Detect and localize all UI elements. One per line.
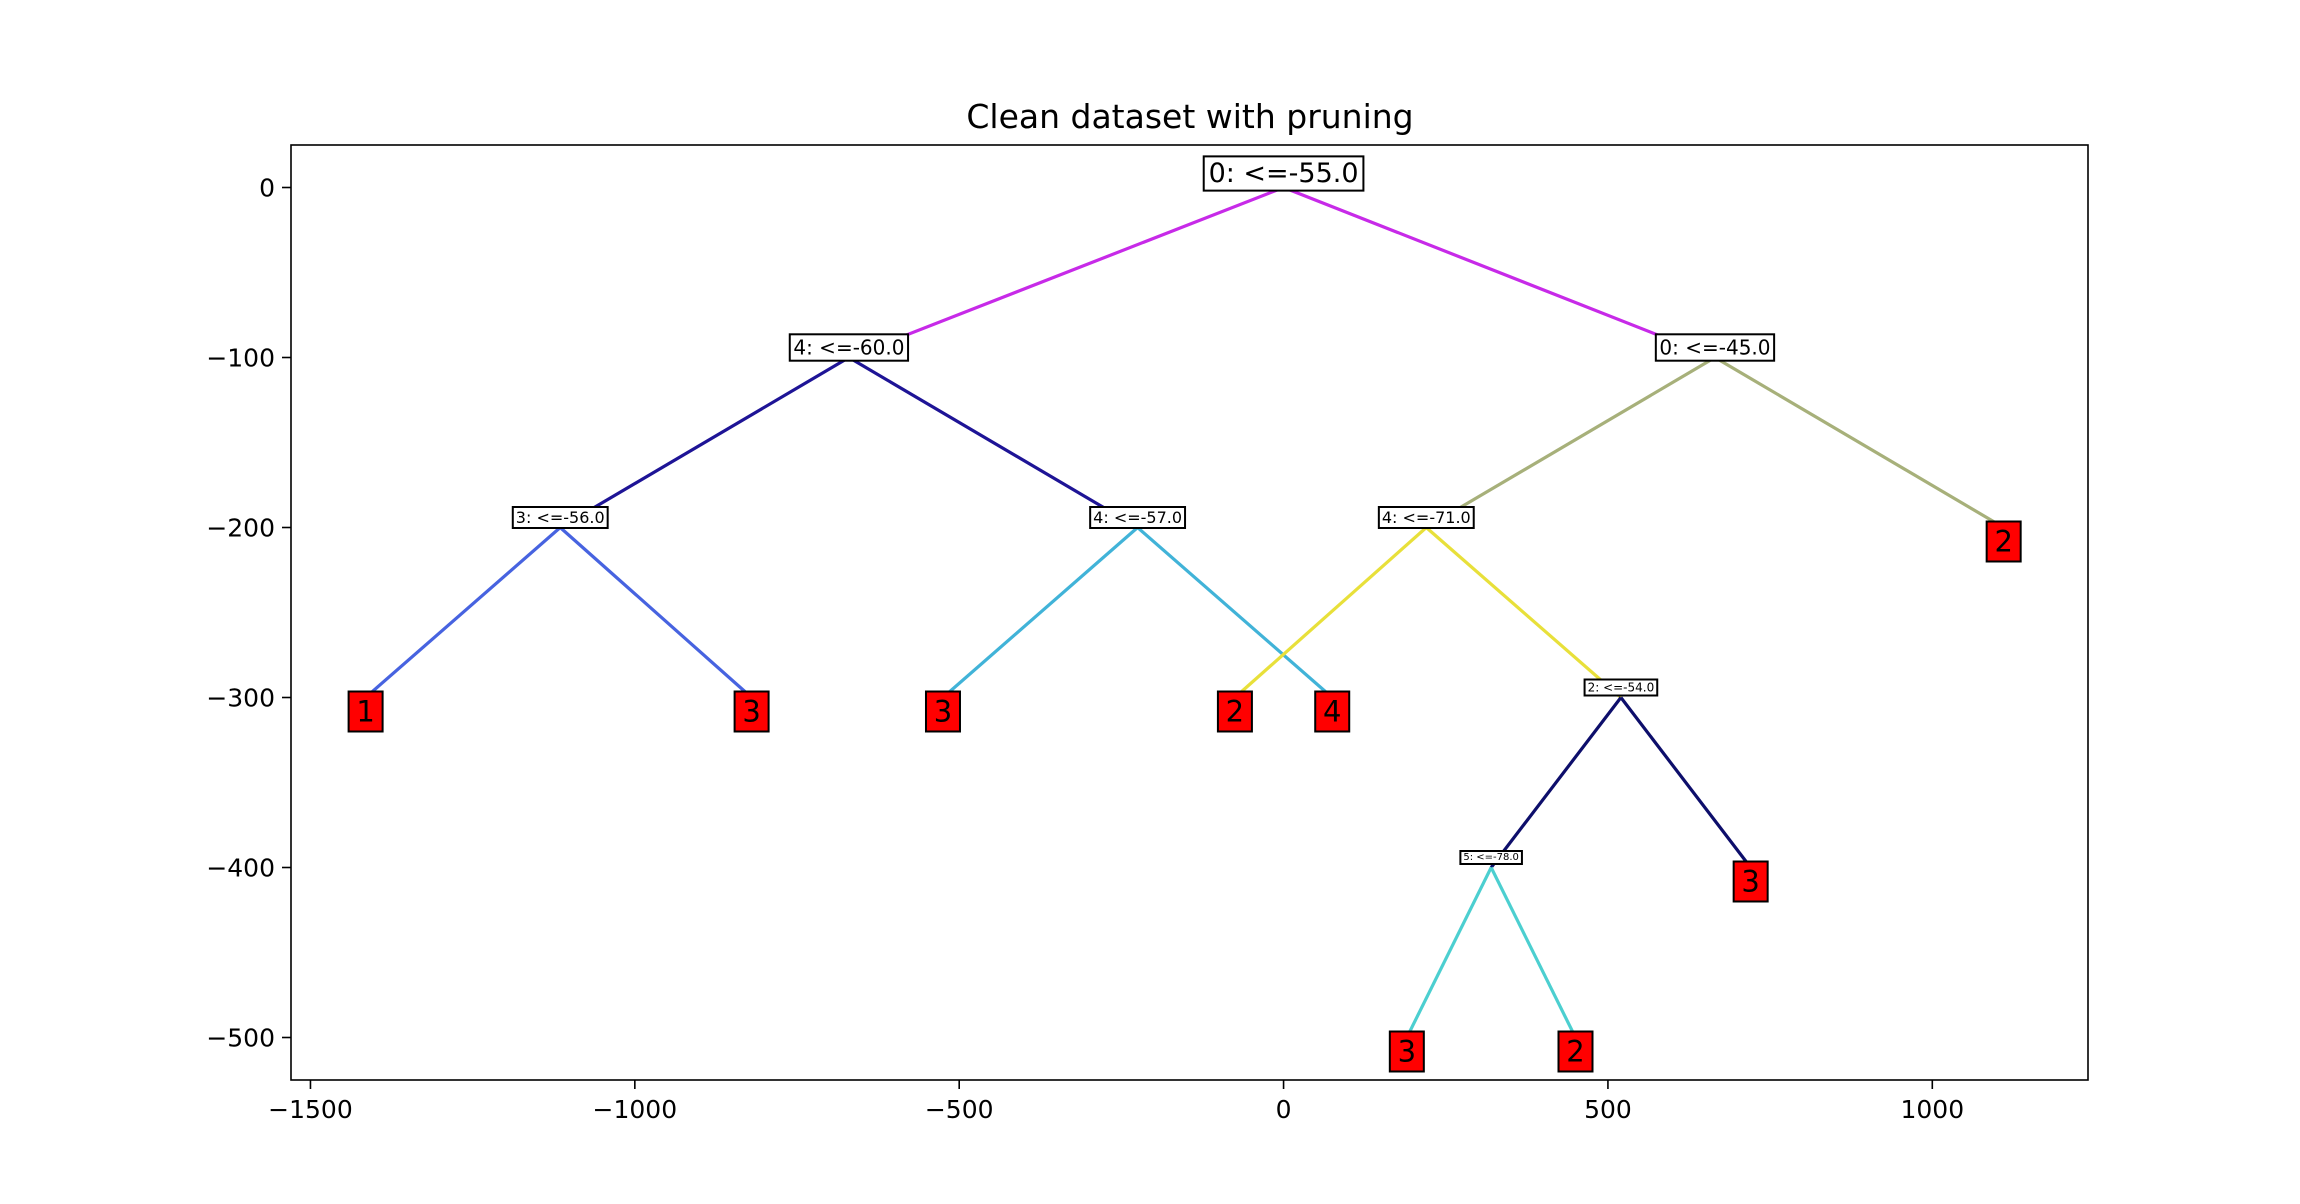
leaf-label: 3 xyxy=(1741,865,1759,899)
decision-node: 3: <=-56.0 xyxy=(511,506,609,529)
leaf-label: 2 xyxy=(1226,695,1244,729)
leaf-box xyxy=(347,690,384,733)
node-box xyxy=(511,506,609,529)
node-box xyxy=(1202,155,1365,192)
x-tick-label: −500 xyxy=(925,1095,994,1124)
leaf-label: 2 xyxy=(1566,1035,1584,1069)
leaf-node: 1 xyxy=(347,690,384,733)
leaf-node: 4 xyxy=(1314,690,1351,733)
node-label: 3: <=-56.0 xyxy=(516,508,605,527)
leaf-label: 4 xyxy=(1323,695,1341,729)
leaf-node: 2 xyxy=(1557,1030,1594,1073)
tree-edge xyxy=(848,356,1139,529)
node-label: 5: <=-78.0 xyxy=(1463,852,1519,863)
leaf-node: 2 xyxy=(1216,690,1253,733)
node-box xyxy=(1377,506,1475,529)
leaf-label: 3 xyxy=(742,695,760,729)
decision-node: 0: <=-45.0 xyxy=(1654,333,1776,362)
axes: −1500 −1000 −500 0 500 1000 0 −100 −200 −300 −400 −… xyxy=(206,174,1964,1125)
leaf-box xyxy=(1216,690,1253,733)
leaf-node: 2 xyxy=(1985,520,2022,563)
y-tick-label: 0 xyxy=(259,174,275,203)
leaf-label: 3 xyxy=(934,695,952,729)
tree-edge xyxy=(1714,356,2005,529)
node-box xyxy=(788,333,910,362)
tree-edge xyxy=(1425,526,1622,699)
leaf-node: 3 xyxy=(1388,1030,1425,1073)
leaf-label: 3 xyxy=(1398,1035,1416,1069)
decision-node: 4: <=-60.0 xyxy=(788,333,910,362)
x-tick-label: −1500 xyxy=(268,1095,353,1124)
node-label: 4: <=-71.0 xyxy=(1382,508,1471,527)
leaf-box xyxy=(1314,690,1351,733)
leaf-box xyxy=(1732,860,1769,903)
x-tick-label: −1000 xyxy=(593,1095,678,1124)
y-tick-label: −200 xyxy=(206,514,275,543)
leaf-box xyxy=(1985,520,2022,563)
decision-node: 0: <=-55.0 xyxy=(1202,155,1365,192)
leaf-box xyxy=(1388,1030,1425,1073)
tree-edge xyxy=(1489,866,1577,1039)
x-tick-label: 500 xyxy=(1584,1095,1632,1124)
node-box xyxy=(1459,850,1523,865)
tree-edge xyxy=(1136,526,1334,699)
tree-edge xyxy=(559,356,850,529)
y-tick-label: −100 xyxy=(206,344,275,373)
plot-frame xyxy=(290,144,2089,1081)
tree-edge xyxy=(1405,866,1493,1039)
node-label: 0: <=-45.0 xyxy=(1659,336,1770,360)
x-tick-label: 1000 xyxy=(1900,1095,1964,1124)
leaf-node: 3 xyxy=(1732,860,1769,903)
leaf-box xyxy=(924,690,961,733)
decision-node: 5: <=-78.0 xyxy=(1459,850,1523,865)
y-tick-label: −300 xyxy=(206,684,275,713)
tree-edge xyxy=(364,526,562,699)
tree-edge xyxy=(1425,356,1716,529)
x-tick-label: 0 xyxy=(1276,1095,1292,1124)
leaf-node: 3 xyxy=(733,690,770,733)
tree-edge xyxy=(559,526,753,699)
node-box xyxy=(1654,333,1776,362)
decision-node: 4: <=-57.0 xyxy=(1089,506,1187,529)
leaf-box xyxy=(1557,1030,1594,1073)
node-box xyxy=(1089,506,1187,529)
tree-edges xyxy=(364,186,2005,1039)
leaf-label: 2 xyxy=(1994,525,2012,559)
node-label: 0: <=-55.0 xyxy=(1209,158,1359,189)
node-box xyxy=(1583,678,1659,697)
tree-nodes: 0: <=-55.0 4: <=-60.0 0: <=-45.0 3: <=-56.0… xyxy=(347,155,2022,1073)
node-label: 4: <=-57.0 xyxy=(1093,508,1182,527)
leaf-label: 1 xyxy=(356,695,374,729)
leaf-node: 3 xyxy=(924,690,961,733)
decision-node: 2: <=-54.0 xyxy=(1583,678,1659,697)
decision-node: 4: <=-71.0 xyxy=(1377,506,1475,529)
tree-edge xyxy=(848,186,1285,359)
y-tick-label: −400 xyxy=(206,854,275,883)
tree-edge xyxy=(1233,526,1428,699)
tree-edge xyxy=(941,526,1139,699)
tree-edge xyxy=(1619,696,1752,869)
chart-title: Clean dataset with pruning xyxy=(966,97,1413,136)
tree-edge xyxy=(1489,696,1623,869)
y-tick-label: −500 xyxy=(206,1024,275,1053)
tree-edge xyxy=(1282,186,1716,359)
node-label: 4: <=-60.0 xyxy=(793,336,904,360)
leaf-box xyxy=(733,690,770,733)
node-label: 2: <=-54.0 xyxy=(1588,681,1655,695)
